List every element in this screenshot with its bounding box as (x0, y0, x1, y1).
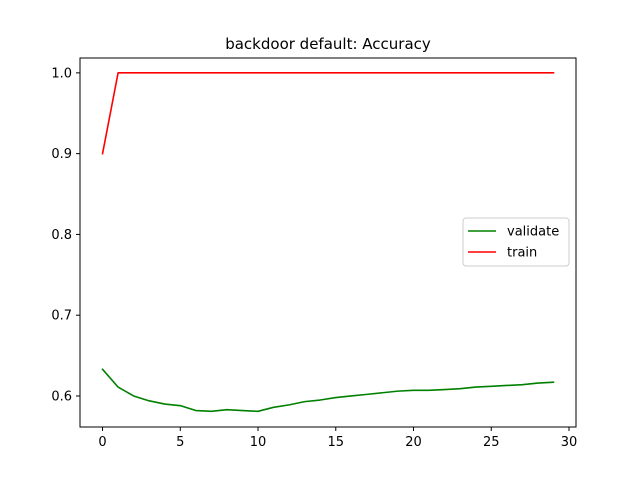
y-tick-label: 1.0 (51, 66, 72, 81)
x-tick-label: 25 (483, 435, 500, 450)
legend-box (462, 217, 570, 267)
plot-frame (79, 57, 577, 428)
legend: validate train (462, 217, 570, 267)
series-layer (101, 72, 555, 413)
legend-label-train: train (507, 246, 537, 261)
series-line-train (101, 72, 555, 155)
y-tick-label: 0.6 (51, 389, 72, 404)
legend-label-validate: validate (507, 225, 559, 240)
x-tick-label: 10 (250, 435, 267, 450)
y-tick-label: 0.7 (51, 309, 72, 324)
x-tick-label: 5 (176, 435, 184, 450)
x-tick-label: 15 (328, 435, 345, 450)
chart-title: backdoor default: Accuracy (225, 35, 431, 53)
y-tick-label: 0.8 (51, 228, 72, 243)
x-tick-label: 0 (98, 435, 106, 450)
ticks-layer: 0 5 10 15 20 25 30 0.6 0.7 0.8 0.9 1.0 (51, 66, 577, 450)
x-tick-label: 20 (405, 435, 422, 450)
x-tick-label: 30 (561, 435, 578, 450)
y-tick-label: 0.9 (51, 147, 72, 162)
series-line-validate (101, 368, 555, 413)
